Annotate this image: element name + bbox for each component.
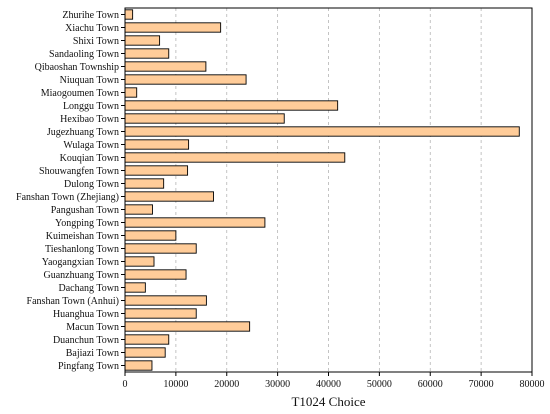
y-tick-label: Pingfang Town	[58, 361, 119, 372]
y-tick-label: Guanzhuang Town	[44, 270, 120, 281]
y-tick-label: Fanshan Town (Zhejiang)	[16, 192, 119, 203]
y-tick-label: Qibaoshan Township	[35, 62, 119, 73]
y-tick-label: Yongping Town	[55, 218, 119, 229]
bar-miaogoumen-town	[124, 87, 138, 98]
bar-bajiazi-town	[124, 347, 166, 358]
y-tick-label: Niuquan Town	[60, 75, 119, 86]
y-tick-label: Miaogoumen Town	[41, 88, 119, 99]
x-tick-label: 10000	[163, 379, 188, 390]
y-tick-label: Shouwangfen Town	[39, 166, 119, 177]
bar-zhurihe-town	[124, 9, 134, 20]
y-tick-label: Dulong Town	[64, 179, 119, 190]
bar-pangushan-town	[124, 204, 153, 215]
bar-fanshan-town-zhejiang	[124, 191, 214, 202]
y-tick-label: Zhurihe Town	[62, 10, 119, 21]
y-tick-label: Xiachu Town	[65, 23, 119, 34]
bar-qibaoshan-township	[124, 61, 207, 72]
y-tick-label: Longgu Town	[63, 101, 119, 112]
bar-xiachu-town	[124, 22, 222, 33]
y-tick-label: Pangushan Town	[51, 205, 119, 216]
bar-pingfang-town	[124, 360, 153, 371]
x-tick-label: 0	[123, 379, 128, 390]
x-tick-label: 40000	[316, 379, 341, 390]
bar-longgu-town	[124, 100, 339, 111]
y-tick-label: Fanshan Town (Anhui)	[27, 296, 119, 307]
bar-guanzhuang-town	[124, 269, 187, 280]
y-tick-label: Yaogangxian Town	[42, 257, 119, 268]
bar-sandaoling-town	[124, 48, 170, 59]
bar-wulaga-town	[124, 139, 190, 150]
y-tick-label: Bajiazi Town	[66, 348, 119, 359]
bar-shixi-town	[124, 35, 161, 46]
bar-duanchun-town	[124, 334, 170, 345]
y-tick-label: Huanghua Town	[53, 309, 119, 320]
y-tick-label: Tieshanlong Town	[45, 244, 119, 255]
bar-huanghua-town	[124, 308, 197, 319]
bar-yongping-town	[124, 217, 266, 228]
bar-dulong-town	[124, 178, 165, 189]
bar-yaogangxian-town	[124, 256, 155, 267]
bar-kouqian-town	[124, 152, 346, 163]
bar-kuimeishan-town	[124, 230, 177, 241]
x-tick-label: 80000	[520, 379, 545, 390]
y-tick-label: Duanchun Town	[53, 335, 119, 346]
bar-niuquan-town	[124, 74, 247, 85]
bar-shouwangfen-town	[124, 165, 189, 176]
y-tick-label: Jugezhuang Town	[47, 127, 119, 138]
x-tick-label: 30000	[265, 379, 290, 390]
bar-jugezhuang-town	[124, 126, 520, 137]
y-tick-label: Dachang Town	[59, 283, 120, 294]
y-tick-label: Kuimeishan Town	[46, 231, 119, 242]
bar-tieshanlong-town	[124, 243, 197, 254]
bar-fanshan-town-anhui	[124, 295, 207, 306]
bar-hexibao-town	[124, 113, 285, 124]
y-tick-label: Macun Town	[66, 322, 119, 333]
bars	[124, 9, 520, 371]
axes: 0 10000 20000 30000 40000 50000 60000 70000 8000…	[16, 10, 544, 390]
y-tick-label: Sandaoling Town	[49, 49, 119, 60]
bar-dachang-town	[124, 282, 146, 293]
x-tick-label: 70000	[469, 379, 494, 390]
x-axis-title: T1024 Choice	[291, 394, 365, 409]
x-tick-label: 50000	[367, 379, 392, 390]
grid-lines	[175, 8, 482, 372]
bar-macun-town	[124, 321, 251, 332]
y-tick-label: Hexibao Town	[60, 114, 119, 125]
y-tick-label: Wulaga Town	[63, 140, 119, 151]
y-tick-label: Shixi Town	[73, 36, 119, 47]
x-tick-label: 20000	[214, 379, 239, 390]
x-tick-label: 60000	[418, 379, 443, 390]
y-tick-label: Kouqian Town	[60, 153, 119, 164]
